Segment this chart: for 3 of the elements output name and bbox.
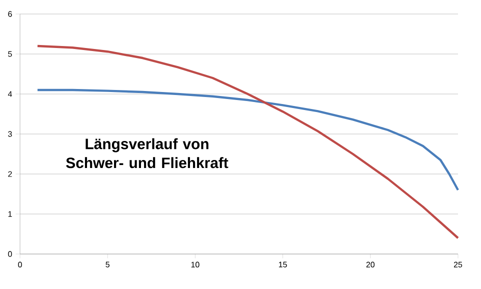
text: Längsverlauf von Schwer- und Fliehkraft bbox=[66, 138, 228, 168]
line-series bbox=[36, 44, 460, 240]
line-series bbox=[36, 88, 460, 192]
